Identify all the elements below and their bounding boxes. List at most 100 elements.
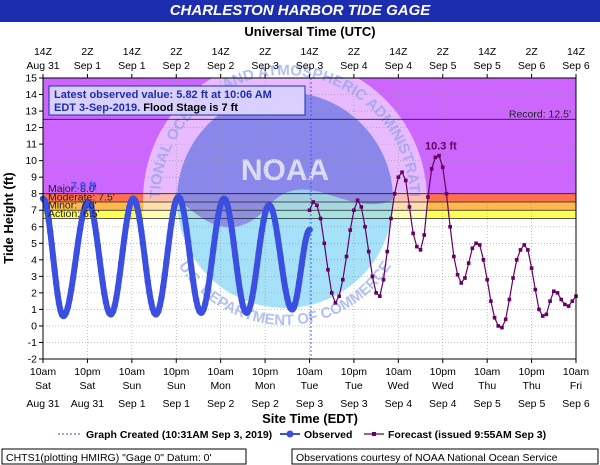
observed-point (49, 254, 57, 261)
observed-point (156, 302, 164, 309)
observed-point (227, 216, 234, 224)
observed-point (147, 298, 155, 305)
observed-point (118, 259, 125, 267)
observed-point (124, 212, 131, 219)
observed-point (193, 296, 200, 304)
xtick-top-time: 14Z (212, 46, 231, 58)
forecast-point (344, 254, 349, 259)
xtick-bottom-date: Aug 31 (71, 398, 104, 410)
forecast-point (333, 301, 338, 305)
forecast-point (381, 277, 386, 282)
observed-point (250, 284, 258, 291)
observed-point (138, 228, 145, 235)
xtick-top-date: Sep 2 (163, 60, 191, 72)
forecast-point (411, 231, 415, 236)
forecast-point (341, 277, 345, 282)
observed-point (116, 272, 123, 279)
xtick-bottom-day: Tue (301, 380, 319, 392)
flood-label-minor: Minor: 7.0' (48, 200, 97, 212)
footer-left-text: CHTS1(plotting HMIRG) "Gage 0" Datum: 0' (6, 452, 212, 464)
observed-point (300, 245, 308, 252)
xtick-top-time: 14Z (567, 46, 586, 58)
xtick-bottom-time: 10am (30, 366, 57, 378)
observed-point (161, 271, 168, 279)
observed-point (274, 231, 281, 238)
xtick-bottom-day: Fri (570, 380, 582, 392)
ytick-label: 7 (31, 205, 37, 217)
observed-point (191, 287, 198, 295)
forecast-point (452, 254, 456, 259)
xtick-top-time: 2Z (525, 46, 538, 58)
xtick-top-date: Sep 5 (473, 60, 501, 72)
ytick-label: 5 (31, 238, 37, 250)
xtick-bottom-day: Thu (478, 380, 496, 392)
xtick-top-time: 2Z (81, 46, 94, 58)
observed-point (201, 300, 209, 308)
observed-point (298, 261, 305, 269)
observed-point (71, 262, 79, 269)
xtick-top-time: 2Z (348, 46, 361, 58)
observed-point (306, 226, 313, 234)
xtick-top-time: 2Z (170, 46, 183, 58)
forecast-point (366, 249, 371, 254)
legend-observed-dot (286, 430, 294, 438)
top-axis-title: Universal Time (UTC) (244, 24, 375, 39)
forecast-point (563, 302, 567, 307)
observed-point (189, 276, 197, 284)
observed-point (183, 226, 190, 233)
forecast-point (551, 289, 556, 294)
observed-point (272, 221, 279, 229)
xtick-bottom-date: Sep 5 (518, 398, 546, 410)
ytick-label: 13 (25, 106, 37, 118)
observed-point (299, 253, 307, 260)
xtick-bottom-time: 10pm (518, 366, 545, 378)
observed-point (283, 294, 291, 302)
forecast-point (385, 249, 390, 254)
xtick-bottom-date: Sep 1 (163, 398, 191, 410)
xtick-bottom-day: Thu (523, 380, 541, 392)
xtick-bottom-day: Wed (432, 380, 454, 392)
xtick-top-date: Sep 1 (74, 60, 102, 72)
observed-point (133, 201, 140, 208)
xtick-bottom-time: 10pm (74, 366, 101, 378)
observed-point (181, 215, 189, 222)
observed-point (206, 271, 214, 278)
observed-point (55, 300, 63, 307)
observed-point (64, 304, 71, 311)
forecast-point (322, 241, 327, 246)
observed-point (44, 208, 51, 215)
ytick-label: 11 (26, 139, 37, 151)
observed-point (213, 222, 220, 229)
record-label: Record: 12.5' (509, 108, 571, 120)
observed-point (166, 233, 173, 240)
xtick-top-date: Sep 4 (340, 60, 368, 72)
observed-point (99, 279, 106, 286)
observed-point (62, 309, 70, 317)
observed-point (52, 279, 60, 287)
observed-point (144, 278, 152, 285)
observed-point (94, 242, 102, 249)
observed-point (163, 259, 170, 266)
xtick-bottom-day: Wed (388, 380, 410, 392)
observed-point (282, 286, 289, 294)
legend-observed-label: Observed (304, 429, 352, 441)
forecast-point (374, 291, 378, 295)
observed-point (211, 233, 219, 241)
xtick-top-date: Sep 5 (429, 60, 457, 72)
observed-point (169, 210, 177, 218)
observed-point (253, 261, 261, 269)
forecast-point (363, 224, 367, 229)
xtick-bottom-time: 10pm (163, 366, 190, 378)
observed-point (111, 302, 118, 309)
forecast-point (429, 167, 434, 171)
observed-point (180, 206, 187, 213)
observed-point (66, 296, 73, 303)
xtick-bottom-time: 10am (119, 366, 146, 378)
legend-forecast-label: Forecast (issued 9:55AM Sep 3) (388, 429, 546, 441)
flood-label-moderate: Moderate: 7.5' (48, 191, 115, 203)
observed-point (89, 211, 97, 218)
xtick-top-date: Sep 6 (518, 60, 546, 72)
observed-point (143, 266, 150, 273)
